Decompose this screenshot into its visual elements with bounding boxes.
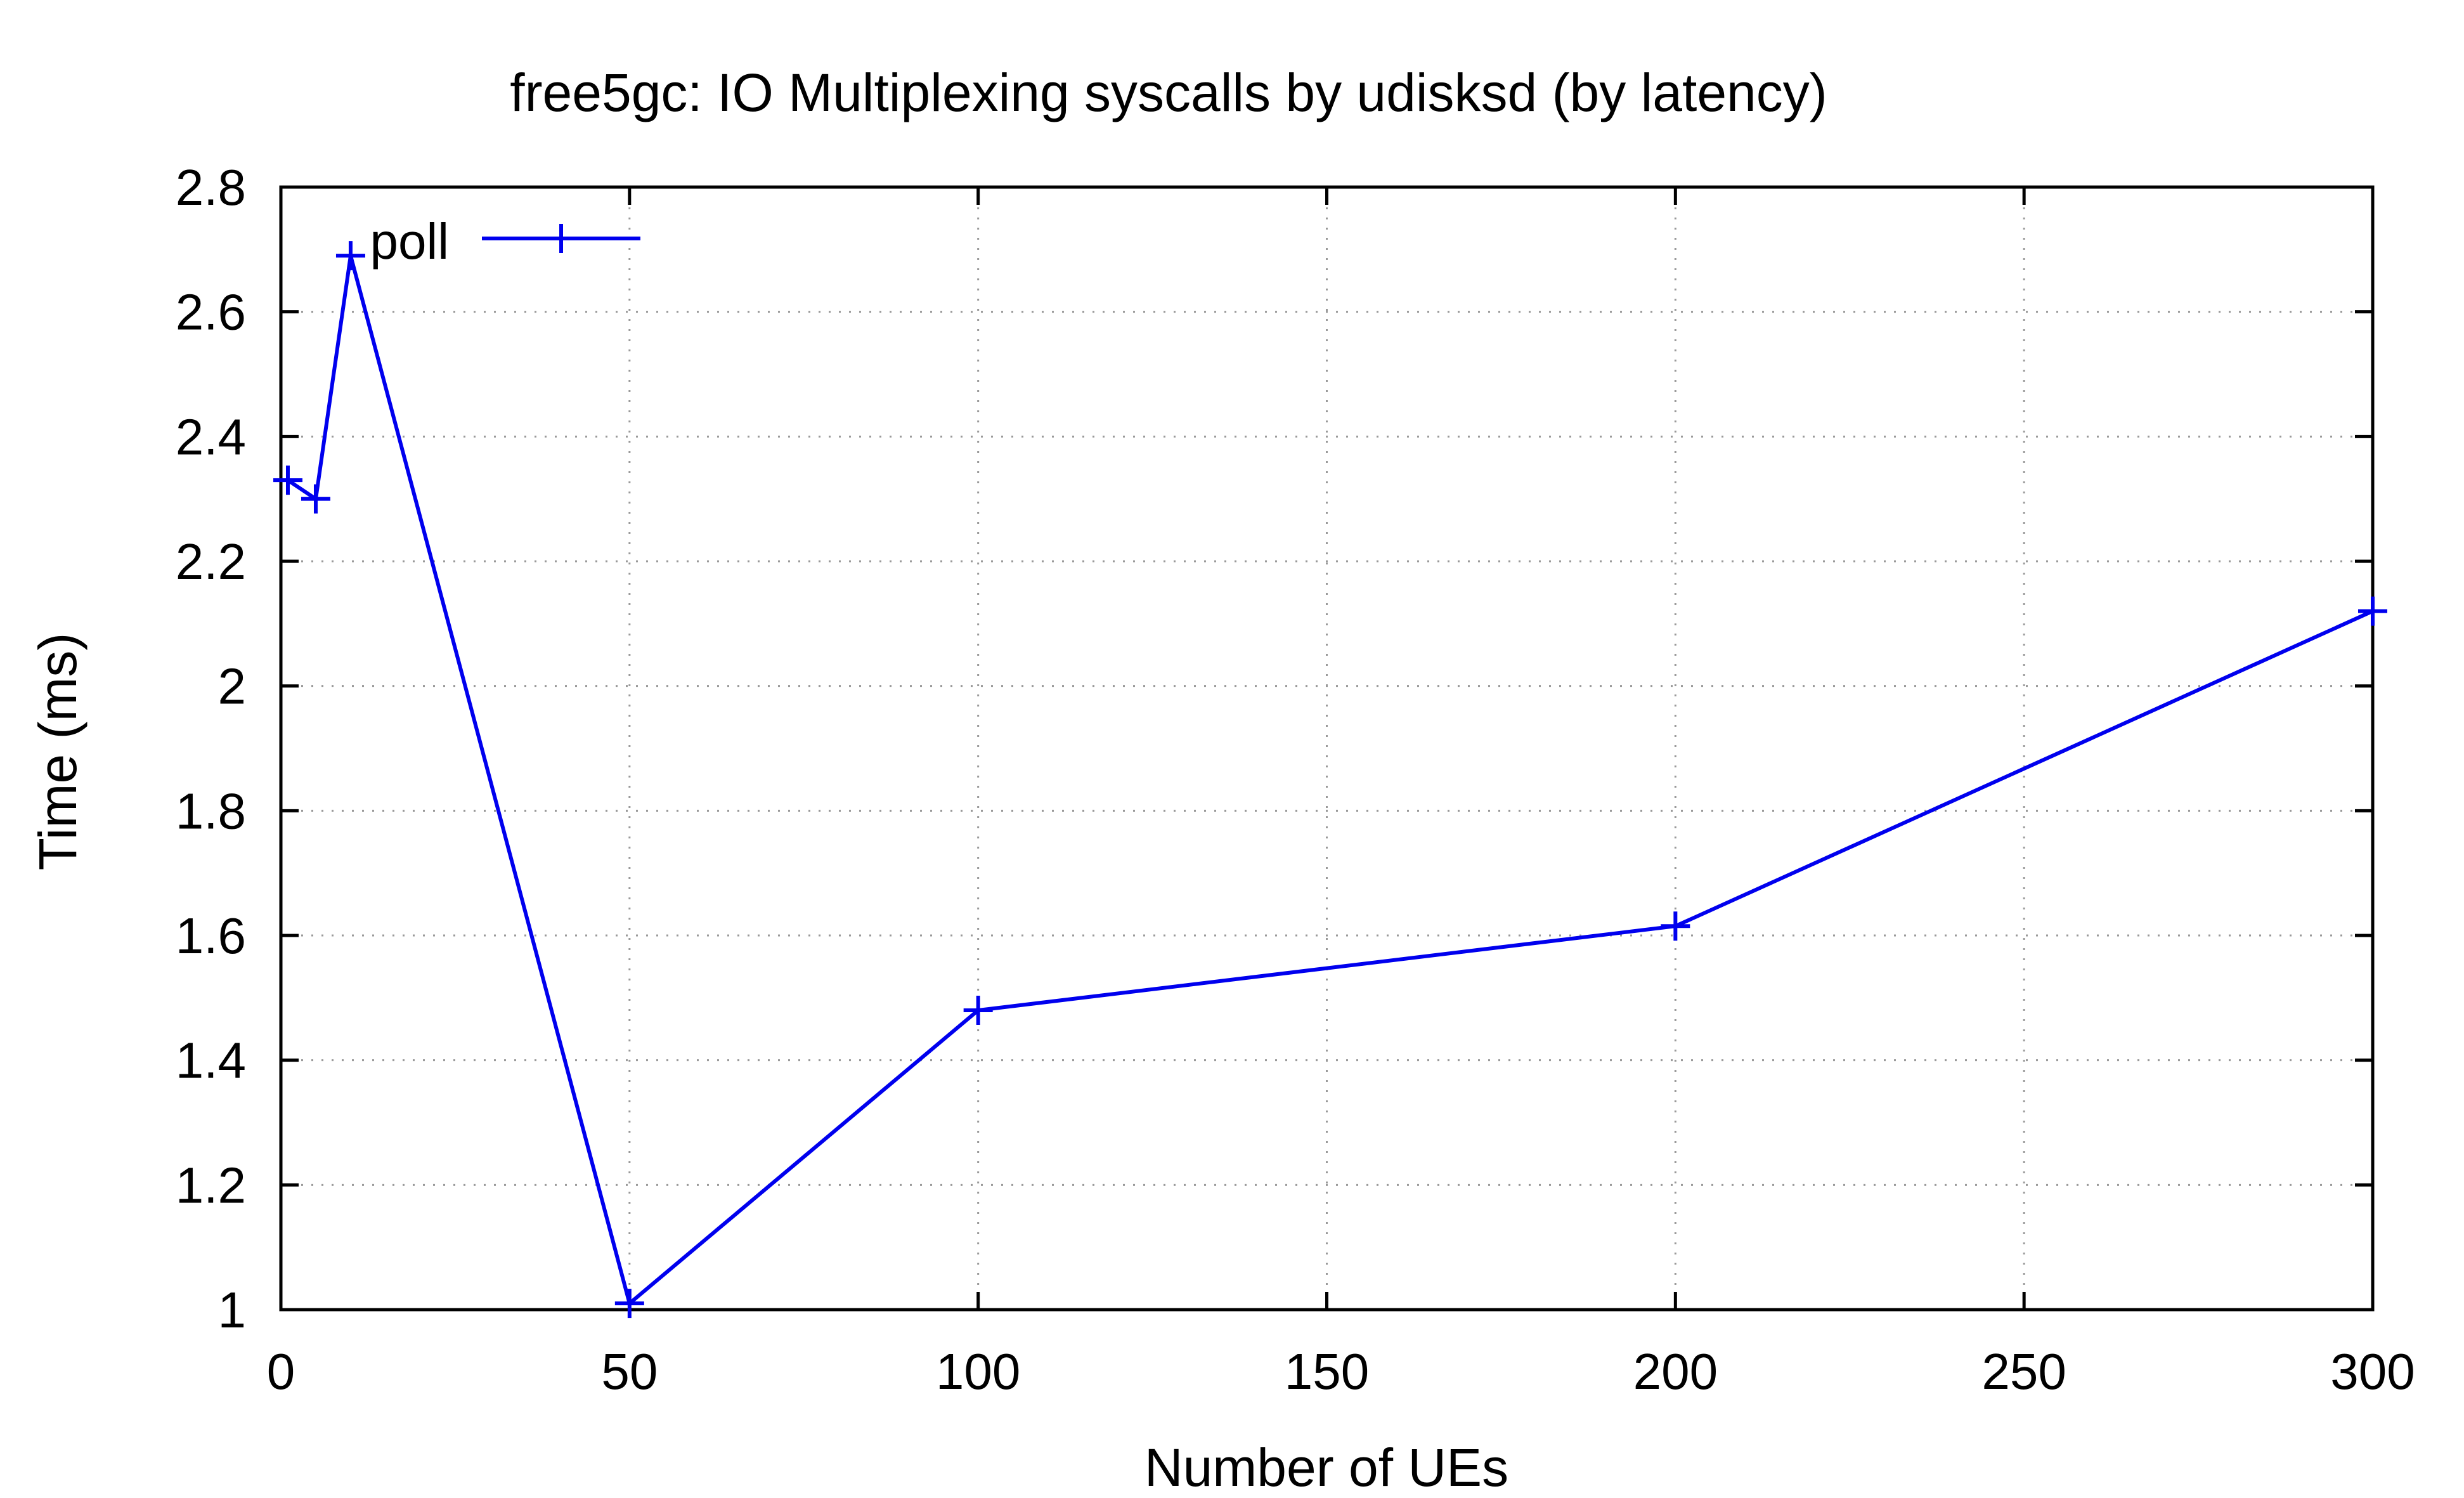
data-point-poll	[963, 996, 993, 1025]
y-tick-label: 2	[218, 658, 247, 715]
x-tick-label: 100	[936, 1343, 1020, 1400]
y-tick-label: 1.2	[176, 1157, 246, 1213]
x-tick-label: 150	[1285, 1343, 1369, 1400]
series-layer	[273, 241, 2387, 1319]
x-tick-label: 200	[1633, 1343, 1718, 1400]
plot-frame	[279, 185, 2375, 1312]
data-point-poll	[614, 1289, 644, 1319]
data-point-poll	[335, 241, 365, 271]
x-tick-label: 250	[1981, 1343, 2066, 1400]
y-tick-label: 1.8	[176, 783, 246, 839]
y-tick-label: 2.8	[176, 159, 246, 216]
tick-labels: 0 50 100 150 200 250 300 1 1.2 1.4 1.6 1.8 2 2.2 2.4 2.…	[176, 159, 2415, 1400]
data-point-poll	[273, 466, 302, 495]
y-tick-label: 2.4	[176, 408, 246, 465]
y-tick-label: 1.6	[176, 908, 246, 964]
data-point-poll	[1661, 911, 1690, 941]
legend: poll	[370, 213, 640, 270]
y-tick-label: 1.4	[176, 1032, 246, 1089]
x-axis-title: Number of UEs	[1144, 1438, 1508, 1497]
x-tick-label: 0	[267, 1343, 295, 1400]
grid	[281, 187, 2373, 1310]
x-tick-label: 50	[601, 1343, 658, 1400]
x-tick-label: 300	[2330, 1343, 2415, 1400]
data-point-poll	[2358, 596, 2387, 626]
y-tick-label: 2.2	[176, 533, 246, 590]
y-tick-label: 2.6	[176, 284, 246, 341]
legend-marker-poll	[547, 224, 576, 253]
y-axis-title: Time (ms)	[28, 633, 88, 871]
legend-label-poll: poll	[370, 213, 449, 270]
chart-title: free5gc: IO Multiplexing syscalls by udi…	[510, 63, 1827, 122]
y-tick-label: 1	[218, 1282, 247, 1338]
data-point-poll	[301, 484, 330, 514]
